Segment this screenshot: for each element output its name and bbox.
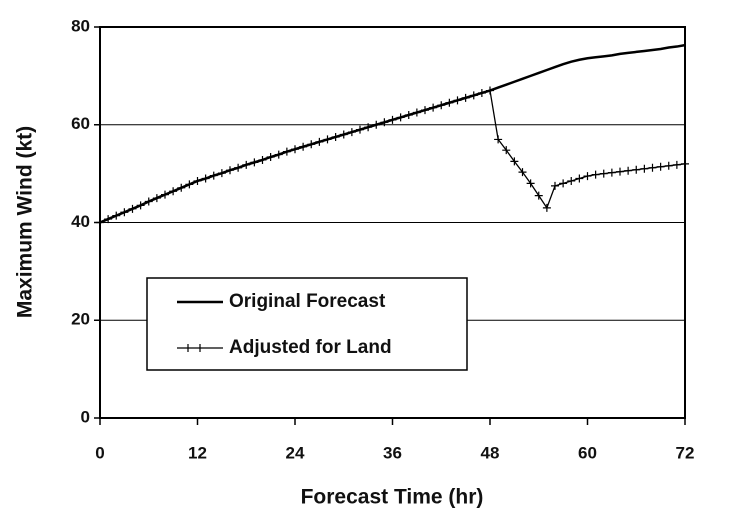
marker [412, 108, 421, 117]
marker [526, 179, 535, 188]
marker [299, 142, 308, 151]
marker [445, 98, 454, 107]
marker [599, 169, 608, 178]
x-tick-label: 72 [676, 443, 695, 462]
marker [234, 163, 243, 172]
marker [429, 103, 438, 112]
marker [112, 211, 121, 220]
marker [356, 125, 364, 134]
marker [510, 157, 519, 166]
marker [583, 172, 592, 181]
marker [477, 88, 486, 97]
marker [144, 197, 153, 206]
marker [266, 153, 275, 162]
marker [453, 96, 462, 105]
x-axis-title: Forecast Time (hr) [301, 486, 484, 509]
marker [217, 169, 226, 178]
marker [331, 132, 340, 141]
marker [372, 120, 381, 129]
marker [632, 165, 641, 174]
marker [380, 118, 389, 127]
y-tick-label: 40 [71, 212, 90, 231]
x-tick-label: 36 [383, 443, 402, 462]
marker [169, 187, 178, 196]
x-tick-label: 60 [578, 443, 597, 462]
marker [136, 201, 145, 210]
marker [672, 160, 681, 169]
marker [575, 174, 584, 183]
marker [567, 176, 576, 185]
marker [226, 166, 234, 175]
marker [502, 146, 511, 155]
marker [551, 181, 559, 190]
marker [209, 171, 218, 180]
marker [656, 162, 665, 171]
x-tick-label: 48 [481, 443, 500, 462]
marker [469, 91, 478, 100]
marker [616, 167, 624, 176]
marker [591, 170, 600, 179]
marker [128, 204, 137, 213]
marker [461, 93, 470, 102]
marker [250, 158, 259, 167]
marker [201, 174, 210, 183]
marker [258, 155, 267, 164]
marker [282, 147, 291, 156]
marker [534, 191, 543, 200]
marker [161, 190, 169, 199]
marker [315, 137, 324, 146]
marker [96, 218, 104, 227]
marker [640, 164, 649, 173]
marker [242, 160, 251, 169]
marker [152, 194, 161, 203]
legend-box [146, 277, 468, 371]
y-tick-label: 0 [81, 407, 90, 426]
marker [648, 163, 657, 172]
y-axis-title: Maximum Wind (kt) [14, 126, 37, 318]
marker [274, 150, 283, 159]
marker [437, 101, 446, 110]
marker [494, 135, 503, 144]
marker [104, 215, 113, 224]
marker [486, 86, 494, 95]
marker [624, 166, 633, 175]
marker [364, 123, 373, 132]
marker [193, 176, 202, 185]
legend-label: Adjusted for Land [229, 337, 392, 358]
marker [347, 128, 356, 137]
marker [559, 179, 568, 188]
marker [120, 208, 129, 217]
marker [607, 168, 616, 177]
marker [307, 140, 316, 149]
marker [185, 180, 194, 189]
x-tick-label: 24 [286, 443, 305, 462]
marker [664, 161, 673, 170]
marker [681, 159, 689, 168]
marker [177, 183, 186, 192]
marker [542, 203, 551, 212]
marker [388, 115, 397, 124]
marker [421, 106, 429, 115]
y-tick-label: 20 [71, 310, 90, 329]
x-tick-label: 12 [188, 443, 207, 462]
marker [518, 168, 527, 177]
y-tick-label: 80 [71, 16, 90, 35]
marker [339, 130, 348, 139]
marker [323, 135, 332, 144]
y-tick-label: 60 [71, 114, 90, 133]
marker [291, 145, 299, 154]
marker [396, 113, 405, 122]
x-tick-label: 0 [95, 443, 104, 462]
legend-label: Original Forecast [229, 291, 386, 312]
marker [404, 110, 413, 119]
